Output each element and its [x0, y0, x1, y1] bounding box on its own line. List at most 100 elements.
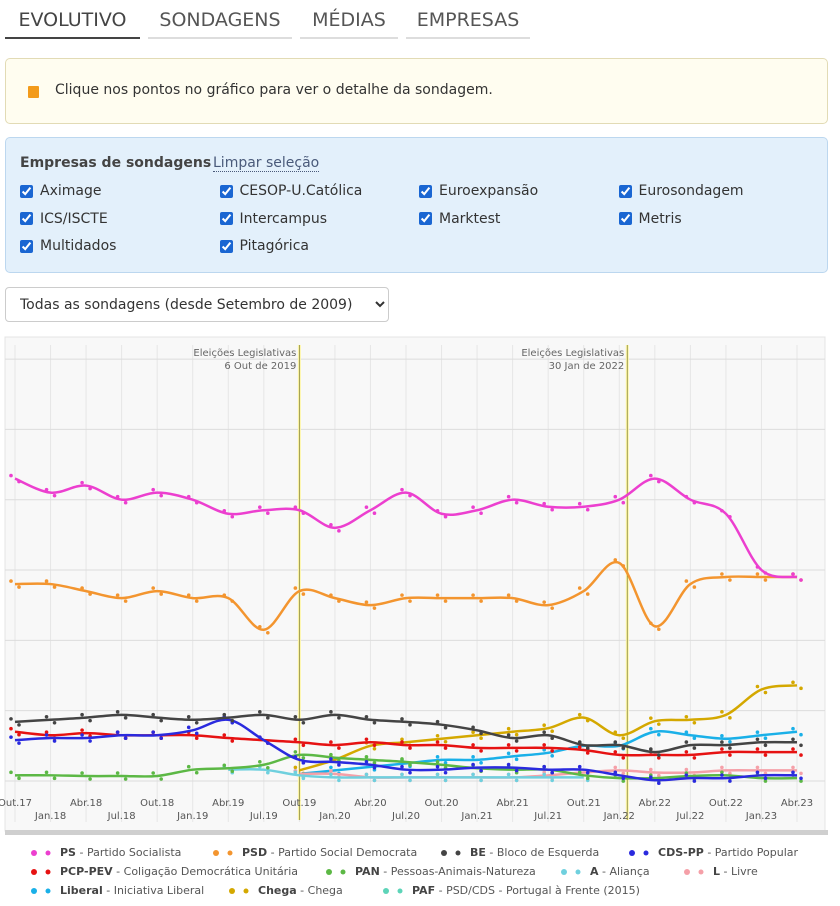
poll-point[interactable]	[514, 749, 519, 753]
poll-point[interactable]	[372, 606, 377, 610]
poll-point[interactable]	[479, 511, 483, 516]
poll-point[interactable]	[514, 757, 519, 762]
poll-point[interactable]	[728, 578, 732, 582]
poll-point[interactable]	[542, 743, 546, 747]
poll-point[interactable]	[542, 723, 546, 728]
poll-point[interactable]	[151, 771, 155, 775]
poll-point[interactable]	[728, 779, 732, 783]
poll-point[interactable]	[649, 775, 653, 780]
poll-point[interactable]	[613, 770, 618, 775]
company-option[interactable]: Pitagórica	[219, 238, 309, 254]
poll-point[interactable]	[613, 740, 618, 744]
poll-point[interactable]	[514, 500, 519, 505]
poll-point[interactable]	[585, 592, 590, 596]
poll-point[interactable]	[52, 720, 57, 725]
poll-point[interactable]	[763, 779, 768, 783]
poll-point[interactable]	[435, 740, 440, 744]
poll-point[interactable]	[506, 733, 511, 737]
poll-point[interactable]	[115, 730, 120, 735]
poll-point[interactable]	[400, 757, 404, 761]
poll-point[interactable]	[123, 599, 128, 603]
poll-point[interactable]	[9, 473, 13, 478]
poll-point[interactable]	[443, 778, 448, 783]
poll-point[interactable]	[301, 720, 306, 725]
poll-point[interactable]	[443, 514, 448, 519]
poll-point[interactable]	[408, 778, 412, 783]
poll-point[interactable]	[506, 743, 511, 747]
poll-point[interactable]	[408, 599, 412, 603]
poll-point[interactable]	[88, 739, 92, 743]
company-checkbox[interactable]	[419, 212, 432, 225]
poll-point[interactable]	[506, 751, 511, 756]
poll-point[interactable]	[408, 763, 412, 767]
poll-point[interactable]	[506, 593, 511, 597]
tab[interactable]: EMPRESAS	[406, 0, 530, 39]
poll-point[interactable]	[684, 750, 689, 754]
company-checkbox[interactable]	[20, 212, 33, 225]
poll-point[interactable]	[799, 686, 803, 691]
poll-point[interactable]	[657, 732, 661, 737]
poll-point[interactable]	[791, 765, 795, 770]
legend-item[interactable]: PSDPartido Social Democrata	[212, 846, 417, 859]
poll-point[interactable]	[159, 718, 163, 723]
poll-point[interactable]	[799, 743, 803, 748]
poll-point[interactable]	[400, 772, 404, 777]
poll-point[interactable]	[194, 720, 199, 725]
poll-point[interactable]	[258, 505, 262, 510]
poll-point[interactable]	[293, 770, 298, 775]
poll-point[interactable]	[80, 728, 84, 732]
poll-point[interactable]	[80, 733, 84, 737]
poll-point[interactable]	[692, 756, 697, 760]
poll-point[interactable]	[52, 585, 57, 589]
poll-point[interactable]	[621, 779, 626, 783]
poll-point[interactable]	[337, 778, 341, 783]
poll-point[interactable]	[17, 723, 21, 727]
poll-point[interactable]	[621, 736, 626, 741]
poll-point[interactable]	[80, 771, 84, 775]
poll-point[interactable]	[577, 764, 582, 769]
poll-point[interactable]	[44, 770, 49, 775]
poll-point[interactable]	[684, 773, 689, 777]
poll-point[interactable]	[720, 770, 724, 775]
poll-point[interactable]	[550, 606, 554, 610]
poll-point[interactable]	[791, 737, 795, 742]
poll-point[interactable]	[400, 737, 404, 742]
poll-point[interactable]	[88, 777, 92, 781]
poll-point[interactable]	[443, 761, 448, 765]
poll-point[interactable]	[230, 718, 235, 723]
poll-point[interactable]	[301, 743, 306, 748]
poll-point[interactable]	[649, 767, 653, 772]
poll-point[interactable]	[194, 736, 199, 741]
poll-point[interactable]	[52, 739, 57, 743]
poll-point[interactable]	[123, 500, 128, 505]
poll-point[interactable]	[400, 487, 404, 492]
poll-point[interactable]	[194, 599, 199, 603]
poll-point[interactable]	[550, 507, 554, 512]
poll-point[interactable]	[720, 710, 724, 714]
tab[interactable]: MÉDIAS	[300, 0, 398, 39]
poll-point[interactable]	[657, 753, 661, 757]
poll-point[interactable]	[506, 726, 511, 731]
poll-point[interactable]	[293, 714, 298, 719]
poll-point[interactable]	[9, 579, 13, 583]
poll-range-select[interactable]: Todas as sondagens (desde Setembro de 20…	[5, 287, 389, 322]
poll-point[interactable]	[577, 745, 582, 749]
poll-point[interactable]	[479, 778, 483, 783]
poll-point[interactable]	[692, 779, 697, 783]
company-checkbox[interactable]	[219, 239, 233, 253]
poll-point[interactable]	[186, 714, 191, 719]
poll-point[interactable]	[471, 505, 475, 510]
poll-point[interactable]	[613, 750, 618, 754]
poll-point[interactable]	[159, 493, 163, 498]
poll-point[interactable]	[720, 733, 724, 738]
poll-point[interactable]	[577, 712, 582, 717]
poll-point[interactable]	[364, 600, 369, 604]
poll-point[interactable]	[649, 716, 653, 720]
poll-point[interactable]	[435, 719, 440, 724]
poll-point[interactable]	[337, 529, 341, 533]
poll-point[interactable]	[52, 776, 57, 781]
poll-point[interactable]	[791, 747, 795, 751]
poll-point[interactable]	[337, 763, 341, 767]
poll-point[interactable]	[435, 593, 440, 597]
poll-point[interactable]	[194, 770, 199, 775]
